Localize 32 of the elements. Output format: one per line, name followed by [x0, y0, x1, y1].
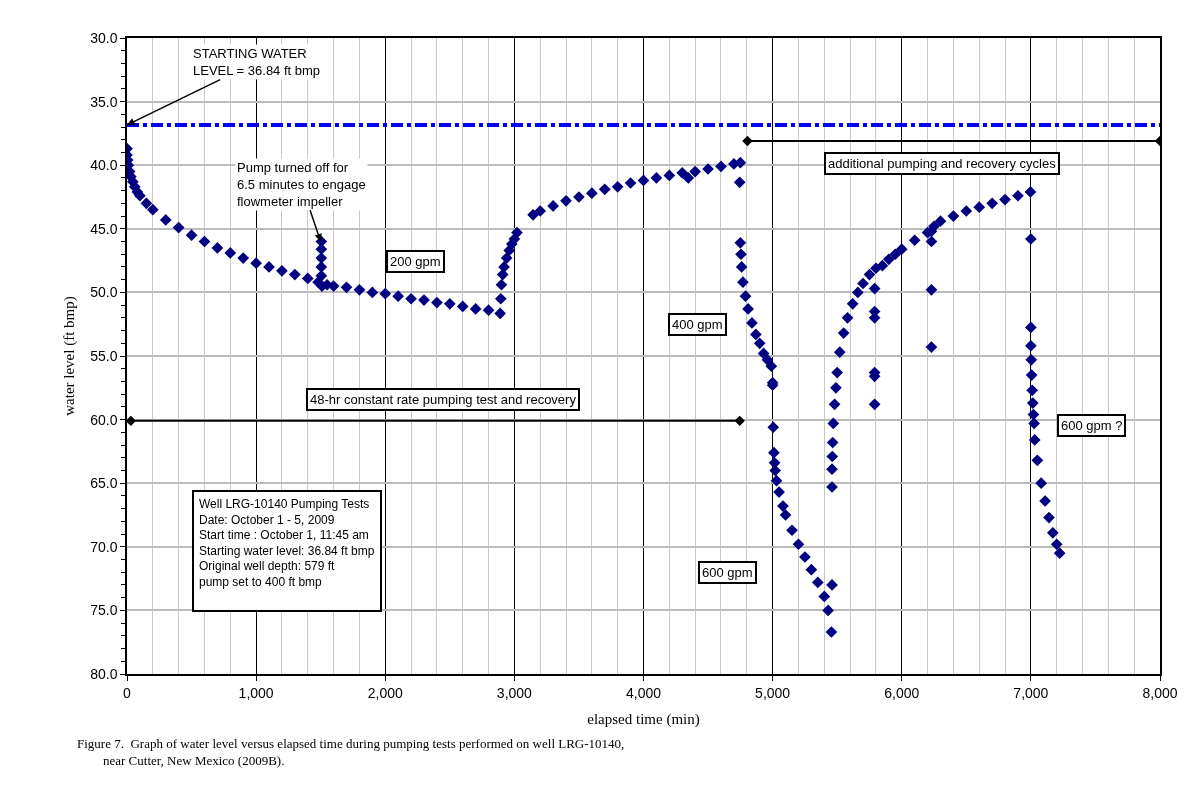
x-tick-label: 5,000 [755, 684, 791, 701]
annotation: 400 gpm [672, 317, 723, 332]
x-axis-title: elapsed time (min) [587, 711, 700, 729]
y-tick-label: 70.0 [90, 538, 118, 555]
x-tick-label: 1,000 [238, 684, 274, 701]
y-tick-label: 40.0 [90, 157, 118, 174]
x-tick-label: 7,000 [1013, 684, 1049, 701]
y-tick-label: 45.0 [90, 220, 118, 237]
y-tick-label: 50.0 [90, 284, 118, 301]
y-tick-label: 60.0 [90, 411, 118, 428]
annotation: 600 gpm ? [1061, 418, 1123, 433]
y-tick-label: 55.0 [90, 347, 118, 364]
caption: Figure 7. Graph of water level versus elapsed time during pumping tests performed on well LRG-10140, near Cutter, New Mexico (2009B). [77, 736, 625, 768]
y-axis-title: water level (ft bmp) [60, 296, 78, 416]
y-tick-label: 75.0 [90, 602, 118, 619]
x-tick-label: 8,000 [1142, 684, 1178, 701]
annotation: Pump turned off for 6.5 minutes to engage flowmeter impeller [237, 160, 366, 209]
x-tick-label: 3,000 [496, 684, 533, 701]
y-tick-label: 30.0 [90, 29, 118, 46]
annotation: additional pumping and recovery cycles [828, 156, 1057, 171]
y-tick-label: 65.0 [90, 475, 118, 492]
x-tick-label: 6,000 [884, 684, 920, 701]
y-tick-label: 80.0 [90, 665, 118, 682]
annotation: 200 gpm [390, 254, 441, 269]
annotation: 600 gpm [702, 565, 753, 580]
x-tick-label: 0 [123, 684, 132, 701]
annotation: Well LRG-10140 Pumping Tests Date: October 1 - 5, 2009 Start time : October 1, 11:45 am Starting water level: 36.84 ft bmp Original well depth: 579 ft pump set to 400 ft bmp [199, 497, 375, 589]
annotation: 48-hr constant rate pumping test and recovery [310, 392, 577, 407]
y-tick-label: 35.0 [90, 93, 118, 110]
annotation: STARTING WATER LEVEL = 36.84 ft bmp [193, 46, 321, 78]
x-tick-label: 4,000 [625, 684, 662, 701]
x-tick-label: 2,000 [367, 684, 403, 701]
